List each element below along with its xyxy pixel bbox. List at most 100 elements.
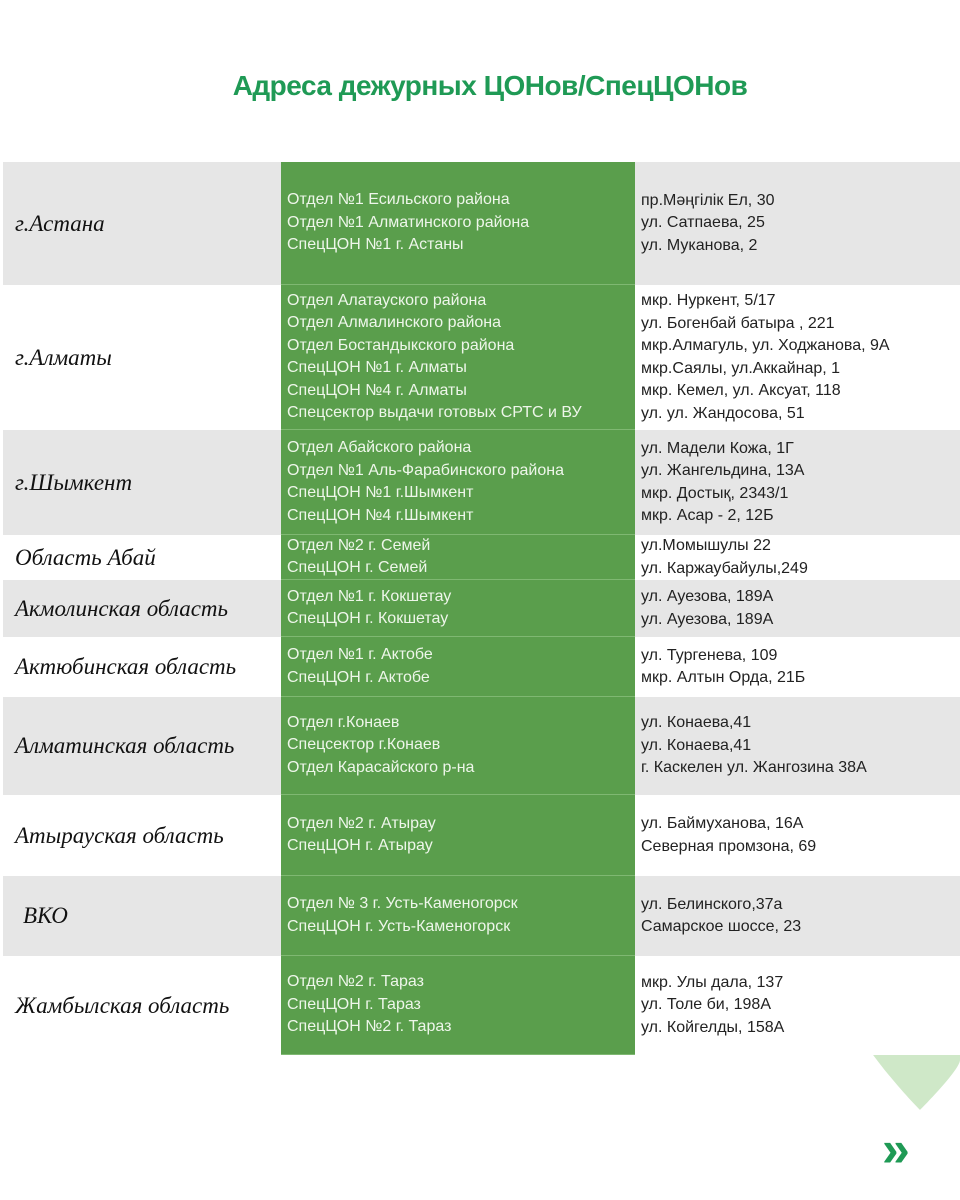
office-name: Отдел №1 Алматинского района [287,213,530,231]
office-name: СпецЦОН №4 г. Алматы [287,381,467,399]
table-row: Акмолинская область Отдел №1 г. Кокшетау С… [3,580,960,637]
office-name: Отдел №1 г. Актобе [287,646,433,663]
office-address: ул. Баймуханова, 16А [641,815,804,832]
office-name: Отдел Карасайского р-на [287,758,475,776]
office-address: ул. Конаева,41 [641,736,752,754]
office-name: СпецЦОН №1 г. Алматы [287,359,467,376]
table-row: г.Шымкент Отдел Абайского района Отдел №1 … [3,430,960,535]
office-name: Отдел Бостандыкского района [287,336,515,354]
table-row: Область Абай Отдел №2 г. Семей СпецЦОН г. … [3,535,960,580]
office-address: ул. Жангельдина, 13А [641,462,805,479]
office-address: ул. Тургенева, 109 [641,646,778,664]
offices-cell: Отдел Абайского района Отдел №1 Аль-Фараб… [281,430,635,535]
office-address: ул. Койгелды, 158А [641,1018,785,1036]
office-name: СпецЦОН №1 г. Астаны [287,236,464,254]
offices-cell: Отдел № 3 г. Усть-Каменогорск СпецЦОН г. … [281,876,635,956]
offices-cell: Отдел №2 г. Семей СпецЦОН г. Семей [281,535,635,580]
office-address: ул. Конаева,41 [641,714,752,732]
office-address: ул. ул. Жандосова, 51 [641,404,805,422]
office-name: СпецЦОН г. Семей [287,559,428,576]
region-name: г.Астана [15,210,105,236]
office-address: Самарское шоссе, 23 [641,918,802,935]
office-address: мкр. Асар - 2, 12Б [641,507,774,524]
office-address: ул. Мадели Кожа, 1Г [641,439,794,457]
office-address: мкр. Достық, 2343/1 [641,484,789,502]
office-address: ул. Каржаубайулы,249 [641,559,808,577]
office-name: Отдел №1 г. Кокшетау [287,587,452,605]
addresses-cell: пр.Мәңгілік Ел, 30 ул. Сатпаева, 25 ул. Му… [641,162,960,285]
office-address: мкр. Нуркент, 5/17 [641,292,776,309]
addresses-cell: ул. Баймуханова, 16А Северная промзона, 6… [641,795,960,876]
addresses-cell: ул. Ауезова, 189А ул. Ауезова, 189А [641,580,960,637]
office-address: ул. Ауезова, 189А [641,610,774,628]
office-name: СпецЦОН №2 г. Тараз [287,1018,452,1036]
office-name: Отдел Алатауского района [287,291,487,309]
office-address: ул. Ауезова, 189А [641,588,774,605]
addresses-cell: ул. Тургенева, 109 мкр. Алтын Орда, 21Б [641,637,960,697]
region-name: Атырауская область [15,822,224,848]
addresses-cell: ул.Момышулы 22 ул. Каржаубайулы,249 [641,535,960,580]
office-address: мкр. Алтын Орда, 21Б [641,669,806,686]
double-chevron-right-icon[interactable]: » [882,1121,910,1177]
office-name: СпецЦОН г. Усть-Каменогорск [287,917,511,935]
office-address: ул. Муканова, 2 [641,236,758,254]
page-title: Адреса дежурных ЦОНов/СпецЦОНов [232,70,748,101]
office-name: СпецЦОН г. Актобе [287,668,430,686]
office-address: Северная промзона, 69 [641,837,817,855]
offices-cell: Отдел №1 Есильского района Отдел №1 Алмат… [281,162,635,285]
office-name: Спецсектор выдачи готовых СРТС и ВУ [287,404,582,421]
office-name: СпецЦОН г. Кокшетау [287,610,449,627]
office-address: пр.Мәңгілік Ел, 30 [641,191,775,209]
offices-cell: Отдел г.Конаев Спецсектор г.Конаев Отдел К… [281,697,635,795]
office-address: ул. Сатпаева, 25 [641,214,765,232]
office-address: мкр. Кемел, ул. Аксуат, 118 [641,382,841,399]
office-name: Отдел №2 г. Семей [287,536,431,554]
offices-cell: Отдел Алатауского района Отдел Алмалинско… [281,285,635,430]
region-name: г.Шымкент [15,469,133,495]
office-name: Отдел г.Конаев [287,713,400,731]
addresses-cell: мкр. Улы дала, 137 ул. Толе би, 198А ул. К… [641,956,960,1055]
office-address: мкр.Саялы, ул.Аккайнар, 1 [641,359,841,377]
table-row: Жамбылская область Отдел №2 г. Тараз СпецЦ… [3,956,960,1055]
addresses-cell: ул. Конаева,41 ул. Конаева,41 г. Каскелен … [641,697,960,795]
office-name: Отдел №1 Аль-Фарабинского района [287,461,564,479]
region-name: ВКО [23,903,68,928]
table-row: г.Алматы Отдел Алатауского района Отдел Ал… [3,285,960,430]
region-name: Жамбылская область [15,992,230,1018]
office-address: мкр. Улы дала, 137 [641,973,784,991]
region-name: Актюбинская область [15,654,237,679]
table-row: Атырауская область Отдел №2 г. Атырау Спец… [3,795,960,876]
office-name: СпецЦОН №4 г.Шымкент [287,506,474,524]
office-name: Отдел № 3 г. Усть-Каменогорск [287,895,518,912]
office-address: ул. Толе би, 198А [641,996,771,1014]
office-name: СпецЦОН г. Атырау [287,837,433,854]
table-row: Алматинская область Отдел г.Конаев Спецсек… [3,697,960,795]
region-name: Область Абай [15,544,156,570]
addresses-cell: ул. Мадели Кожа, 1Г ул. Жангельдина, 13А м… [641,430,960,535]
office-address: мкр.Алмагуль, ул. Ходжанова, 9А [641,337,890,354]
office-name: Отдел №2 г. Атырау [287,814,436,832]
office-name: СпецЦОН №1 г.Шымкент [287,484,474,501]
office-address: ул.Момышулы 22 [641,537,771,554]
offices-cell: Отдел №2 г. Атырау СпецЦОН г. Атырау [281,795,635,876]
region-name: Алматинская область [15,733,235,758]
offices-cell: Отдел №1 г. Актобе СпецЦОН г. Актобе [281,637,635,697]
region-name: г.Алматы [15,344,112,370]
table-row: Актюбинская область Отдел №1 г. Актобе Спе… [3,637,960,697]
office-address: ул. Белинского,37а [641,895,783,913]
office-name: Отдел Абайского района [287,439,472,456]
addresses-cell: мкр. Нуркент, 5/17 ул. Богенбай батыра , … [641,285,960,430]
office-address: ул. Богенбай батыра , 221 [641,314,835,332]
office-name: СпецЦОН г. Тараз [287,995,421,1013]
offices-cell: Отдел №2 г. Тараз СпецЦОН г. Тараз СпецЦОН… [281,956,635,1055]
office-name: Спецсектор г.Конаев [287,736,441,754]
office-address: г. Каскелен ул. Жангозина 38А [641,759,867,777]
addresses-cell: ул. Белинского,37а Самарское шоссе, 23 [641,876,960,956]
table-row: г.Астана Отдел №1 Есильского района Отдел … [3,162,960,285]
region-name: Акмолинская область [15,595,228,621]
table-row: ВКО Отдел № 3 г. Усть-Каменогорск СпецЦОН … [3,876,960,956]
office-name: Отдел №1 Есильского района [287,191,510,209]
office-name: Отдел №2 г. Тараз [287,973,424,991]
office-name: Отдел Алмалинского района [287,314,502,331]
offices-cell: Отдел №1 г. Кокшетау СпецЦОН г. Кокшетау [281,580,635,637]
